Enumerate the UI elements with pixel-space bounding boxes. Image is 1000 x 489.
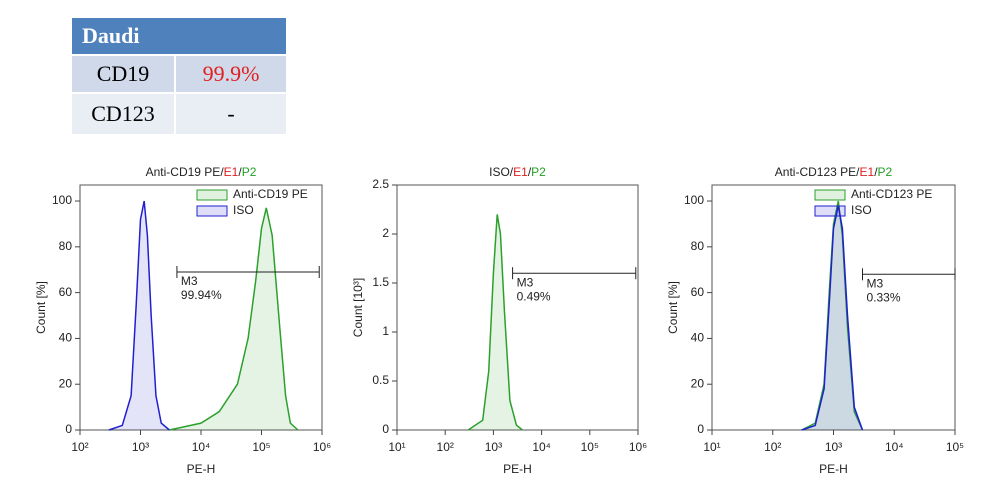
- table-cell: CD123: [72, 92, 176, 134]
- x-tick-label: 10⁶: [629, 440, 647, 454]
- y-axis-label: Count [10³]: [351, 278, 365, 337]
- title-part: E1: [860, 165, 875, 179]
- gate-name: M3: [517, 275, 534, 289]
- plot-frame: [396, 184, 639, 431]
- legend-label: ISO: [233, 203, 254, 217]
- legend-swatch: [196, 205, 228, 217]
- y-tick-label: 1.5: [372, 275, 389, 289]
- gate-name: M3: [866, 276, 883, 290]
- y-tick-label: 1: [382, 324, 389, 338]
- y-tick-label: 0: [697, 422, 704, 436]
- x-tick-label: 10⁵: [946, 440, 964, 454]
- x-tick-label: 10⁶: [313, 440, 331, 454]
- x-tick-label: 10²: [71, 440, 88, 454]
- gate-name: M3: [181, 274, 198, 288]
- y-tick-label: 0.5: [372, 373, 389, 387]
- y-tick-label: 60: [691, 285, 705, 299]
- title-part: /: [874, 165, 878, 179]
- x-tick-label: 10¹: [703, 440, 720, 454]
- y-tick-label: 0: [65, 422, 72, 436]
- series-area: [169, 207, 298, 430]
- title-part: Anti-CD19 PE: [146, 165, 221, 179]
- y-axis-label: Count [%]: [666, 281, 680, 334]
- y-tick-label: 2.5: [372, 177, 389, 191]
- title-part: P2: [242, 165, 257, 179]
- gate-label: 0.33%: [866, 290, 900, 304]
- table-cell: 99.9%: [176, 54, 286, 92]
- x-tick-label: 10²: [764, 440, 781, 454]
- chart-title: Anti-CD123 PE/E1/P2: [775, 165, 893, 179]
- x-tick-label: 10³: [825, 440, 842, 454]
- y-tick-label: 40: [59, 331, 73, 345]
- x-tick-label: 10¹: [388, 440, 405, 454]
- y-tick-label: 2: [382, 226, 389, 240]
- legend-swatch: [196, 189, 228, 201]
- title-part: P2: [531, 165, 546, 179]
- y-tick-label: 0: [382, 422, 389, 436]
- y-tick-label: 80: [691, 239, 705, 253]
- x-axis-label: PE-H: [819, 462, 848, 476]
- x-tick-label: 10²: [437, 440, 454, 454]
- y-tick-label: 40: [691, 331, 705, 345]
- legend-swatch: [814, 205, 846, 217]
- title-part: /: [510, 165, 514, 179]
- series-line: [801, 205, 864, 431]
- series-area: [468, 214, 523, 430]
- legend-label: Anti-CD123 PE: [851, 187, 932, 201]
- title-part: P2: [878, 165, 893, 179]
- series-line: [169, 207, 299, 431]
- y-tick-label: 100: [52, 193, 72, 207]
- legend-label: Anti-CD19 PE: [233, 187, 308, 201]
- y-tick-label: 20: [691, 376, 705, 390]
- y-tick-label: 100: [684, 193, 704, 207]
- table-cell: -: [176, 92, 286, 134]
- x-tick-label: 10⁴: [885, 440, 904, 454]
- title-part: Anti-CD123 PE: [775, 165, 856, 179]
- series-area: [801, 205, 863, 430]
- series-line: [467, 214, 523, 431]
- y-tick-label: 60: [59, 285, 73, 299]
- series-line: [108, 200, 170, 431]
- table-title: Daudi: [72, 18, 286, 54]
- y-tick-label: 80: [59, 239, 73, 253]
- legend-swatch: [814, 189, 846, 201]
- y-axis-label: Count [%]: [34, 281, 48, 334]
- x-tick-label: 10⁵: [252, 440, 270, 454]
- series-area: [801, 201, 863, 430]
- x-axis-label: PE-H: [187, 462, 216, 476]
- x-tick-label: 10⁵: [581, 440, 599, 454]
- chart-title: ISO/E1/P2: [489, 165, 546, 179]
- gate-label: 0.49%: [517, 289, 551, 303]
- x-tick-label: 10⁴: [192, 440, 211, 454]
- gate-label: 99.94%: [181, 288, 222, 302]
- legend-label: ISO: [851, 203, 872, 217]
- title-part: E1: [224, 165, 239, 179]
- chart-title: Anti-CD19 PE/E1/P2: [146, 165, 257, 179]
- table-cell: CD19: [72, 54, 176, 92]
- title-part: /: [238, 165, 242, 179]
- title-part: ISO: [489, 165, 510, 179]
- title-part: /: [856, 165, 860, 179]
- title-part: /: [220, 165, 224, 179]
- x-tick-label: 10⁴: [532, 440, 551, 454]
- summary-table: Daudi CD19 99.9% CD123-: [72, 18, 286, 134]
- x-axis-label: PE-H: [503, 462, 532, 476]
- x-tick-label: 10³: [132, 440, 149, 454]
- title-part: /: [528, 165, 532, 179]
- x-tick-label: 10³: [485, 440, 502, 454]
- y-tick-label: 20: [59, 376, 73, 390]
- title-part: E1: [513, 165, 528, 179]
